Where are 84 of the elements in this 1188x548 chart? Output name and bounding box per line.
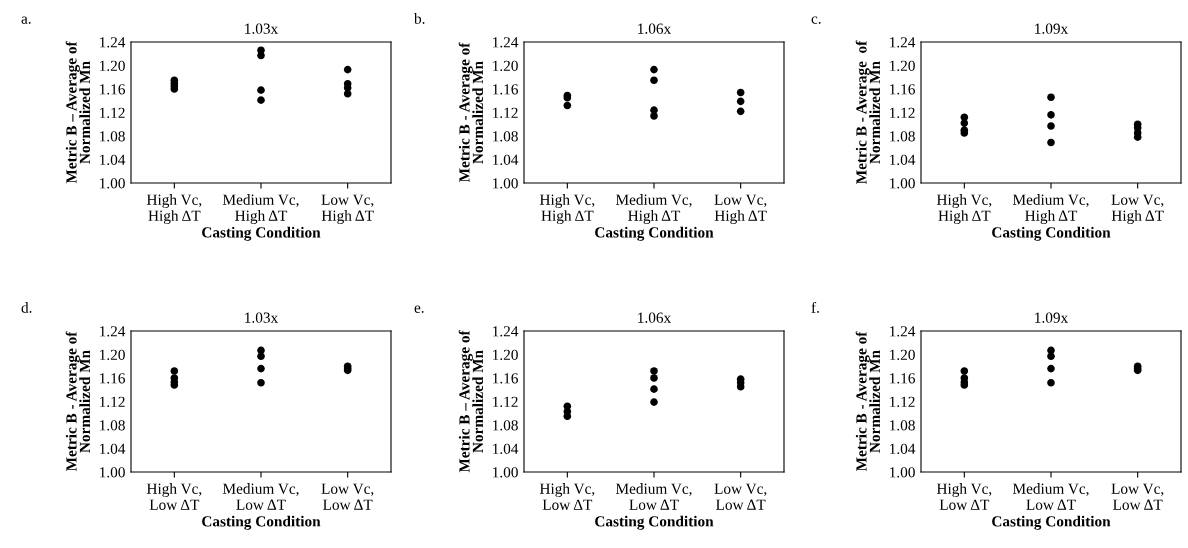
x-tick-label: Medium Vc, Low ΔT bbox=[615, 483, 692, 510]
y-axis-title: Metric B - Average of Normalized Mn bbox=[855, 331, 881, 472]
y-tick-label: 1.12 bbox=[493, 107, 518, 119]
x-tick-label: Medium Vc, Low ΔT bbox=[1012, 483, 1089, 510]
y-tick-label: 1.00 bbox=[890, 178, 915, 189]
y-tick-label: 1.12 bbox=[100, 396, 125, 408]
y-tick-label: 1.12 bbox=[890, 107, 915, 119]
y-tick-label: 1.20 bbox=[890, 349, 915, 361]
chart-title: 1.03x bbox=[245, 23, 278, 34]
y-axis-title: Metric B – Average of Normalized Mn bbox=[65, 41, 91, 184]
x-tick-label: Low Vc, Low ΔT bbox=[321, 483, 374, 510]
y-tick-label: 1.04 bbox=[890, 443, 916, 455]
y-axis-title: Metric B - Average of Normalized Mn bbox=[458, 42, 484, 183]
y-tick-label: 1.16 bbox=[100, 373, 125, 384]
y-tick-label: 1.20 bbox=[100, 60, 125, 72]
x-tick-label: Low Vc, Low ΔT bbox=[1111, 483, 1164, 510]
x-tick-label: Low Vc, High ΔT bbox=[714, 194, 767, 224]
x-axis-title: Casting Condition bbox=[202, 226, 321, 241]
text: f. bbox=[811, 301, 819, 313]
chart-title: 1.09x bbox=[1035, 312, 1068, 323]
y-axis-title: Metric B – Average of Normalized Mn bbox=[458, 330, 484, 473]
y-tick-label: 1.00 bbox=[493, 467, 518, 478]
x-axis-title: Casting Condition bbox=[992, 515, 1111, 530]
y-tick-label: 1.24 bbox=[890, 326, 916, 337]
y-tick-label: 1.16 bbox=[890, 84, 915, 95]
y-tick-label: 1.04 bbox=[493, 154, 519, 166]
y-tick-label: 1.20 bbox=[100, 349, 125, 361]
text: c. bbox=[811, 16, 821, 24]
x-tick-label: High Vc, High ΔT bbox=[539, 194, 595, 225]
y-tick-label: 1.16 bbox=[890, 373, 915, 384]
x-axis-title: Casting Condition bbox=[202, 515, 321, 530]
y-tick-label: 1.16 bbox=[493, 84, 518, 95]
text: a. bbox=[21, 16, 31, 24]
y-tick-label: 1.12 bbox=[890, 396, 915, 408]
y-tick-label: 1.24 bbox=[100, 326, 126, 337]
y-tick-label: 1.08 bbox=[100, 420, 125, 431]
x-axis-title: Casting Condition bbox=[992, 226, 1111, 241]
x-tick-label: Medium Vc, Low ΔT bbox=[222, 483, 299, 510]
y-tick-label: 1.00 bbox=[890, 467, 915, 478]
x-tick-label: Low Vc, High ΔT bbox=[321, 194, 374, 224]
y-tick-label: 1.16 bbox=[100, 84, 125, 95]
y-tick-label: 1.04 bbox=[890, 154, 916, 166]
y-tick-label: 1.16 bbox=[493, 373, 518, 384]
y-tick-label: 1.04 bbox=[100, 443, 126, 455]
y-tick-label: 1.24 bbox=[493, 37, 519, 48]
x-tick-label: Medium Vc, High ΔT bbox=[1012, 194, 1089, 224]
y-tick-label: 1.08 bbox=[493, 420, 518, 431]
x-axis-title: Casting Condition bbox=[595, 515, 714, 530]
y-tick-label: 1.08 bbox=[890, 131, 915, 142]
x-tick-label: High Vc, Low ΔT bbox=[146, 483, 202, 510]
chart-title: 1.06x bbox=[638, 312, 671, 323]
text: b. bbox=[414, 13, 425, 24]
y-axis-title: Metric B - Average of Normalized Mn bbox=[65, 331, 91, 472]
x-tick-label: High Vc, High ΔT bbox=[146, 194, 202, 225]
x-tick-label: Medium Vc, High ΔT bbox=[222, 194, 299, 224]
y-tick-label: 1.04 bbox=[493, 443, 519, 455]
y-tick-label: 1.08 bbox=[890, 420, 915, 431]
y-tick-label: 1.12 bbox=[100, 107, 125, 119]
x-tick-label: High Vc, Low ΔT bbox=[539, 483, 595, 510]
y-tick-label: 1.24 bbox=[890, 37, 916, 48]
y-tick-label: 1.08 bbox=[493, 131, 518, 142]
x-tick-label: High Vc, Low ΔT bbox=[936, 483, 992, 510]
text: e. bbox=[414, 305, 424, 313]
y-tick-label: 1.12 bbox=[493, 396, 518, 408]
y-tick-label: 1.04 bbox=[100, 154, 126, 166]
chart-title: 1.03x bbox=[245, 312, 278, 323]
y-tick-label: 1.00 bbox=[100, 467, 125, 478]
x-tick-label: Medium Vc, High ΔT bbox=[615, 194, 692, 224]
x-axis-title: Casting Condition bbox=[595, 226, 714, 241]
y-tick-label: 1.08 bbox=[100, 131, 125, 142]
text: d. bbox=[21, 302, 32, 313]
y-tick-label: 1.20 bbox=[493, 349, 518, 361]
y-tick-label: 1.20 bbox=[890, 60, 915, 72]
chart-title: 1.06x bbox=[638, 23, 671, 34]
y-axis-title: Metric B - Average of Normalized Mn bbox=[855, 40, 881, 184]
y-tick-label: 1.20 bbox=[493, 60, 518, 72]
chart-title: 1.09x bbox=[1035, 23, 1068, 34]
y-tick-label: 1.24 bbox=[100, 37, 126, 48]
x-tick-label: High Vc, High ΔT bbox=[936, 194, 992, 225]
y-tick-label: 1.00 bbox=[100, 178, 125, 189]
x-tick-label: Low Vc, High ΔT bbox=[1111, 194, 1164, 224]
y-tick-label: 1.00 bbox=[493, 178, 518, 189]
x-tick-label: Low Vc, Low ΔT bbox=[714, 483, 767, 510]
y-tick-label: 1.24 bbox=[493, 326, 519, 337]
